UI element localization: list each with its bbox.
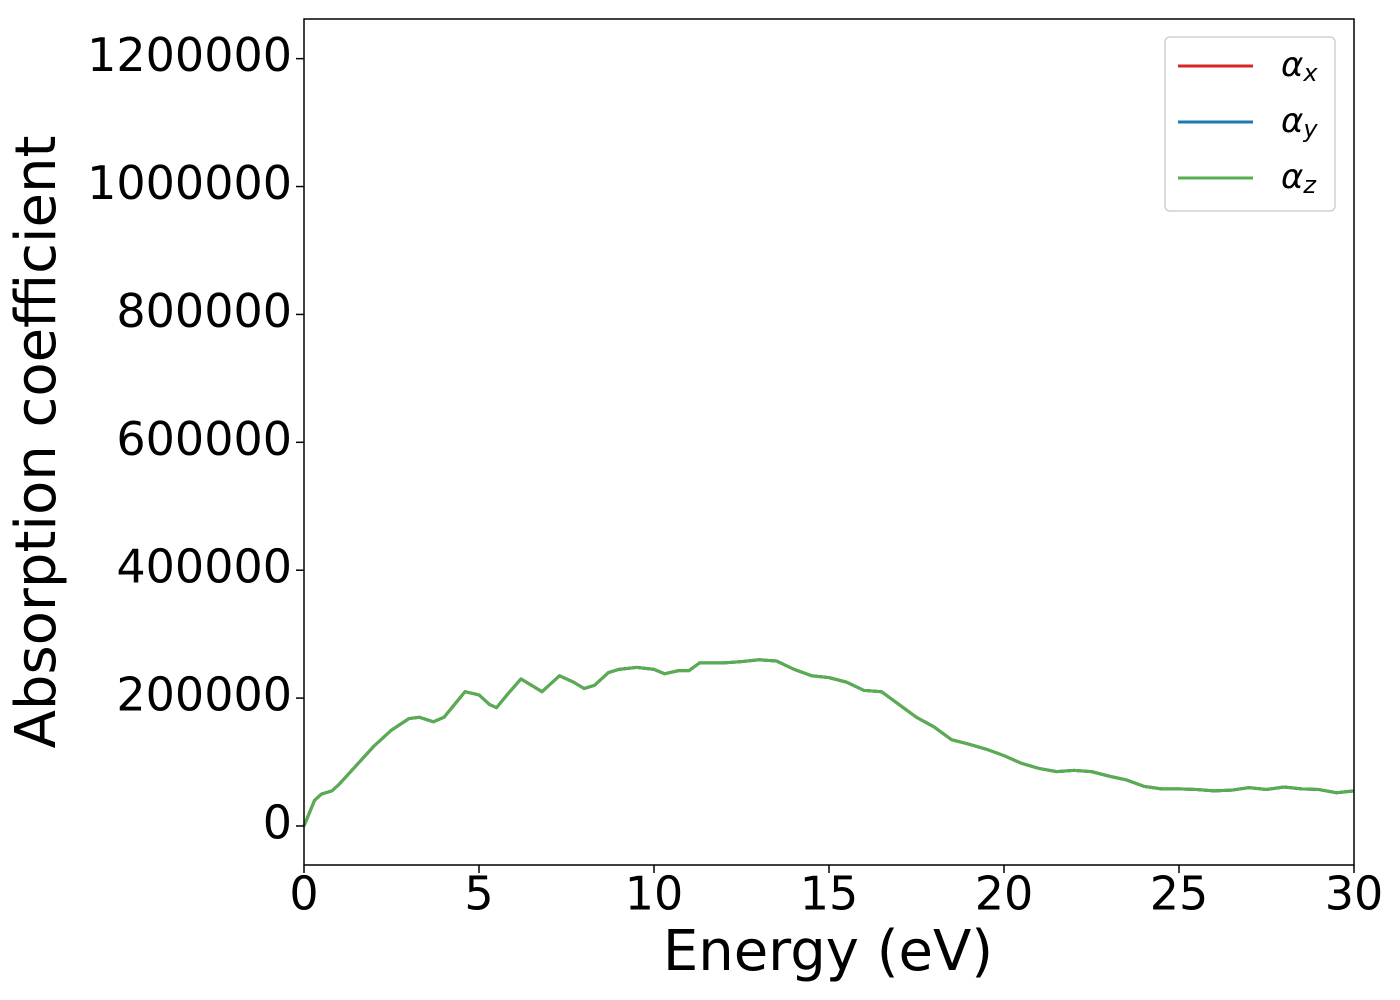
data-line [302,658,1355,827]
y-tick-label: 0 [263,795,292,849]
data-line [302,658,1355,827]
x-tick-label: 5 [464,867,493,921]
y-tick-label: 800000 [116,284,292,338]
y-tick-label: 1000000 [87,156,292,210]
y-tick-label: 600000 [116,412,292,466]
x-axis-label: Energy (eV) [663,919,993,984]
x-tick-label: 30 [1325,867,1384,921]
legend-label: αx [1281,45,1318,88]
data-line [302,658,1355,827]
x-tick-label: 25 [1150,867,1209,921]
legend-label: αz [1281,157,1317,200]
plot-frame [303,18,1355,866]
x-tick-label: 10 [625,867,684,921]
y-tick-label: 200000 [116,668,292,722]
legend-label: αy [1281,101,1318,144]
y-tick-label: 400000 [116,540,292,594]
legend: αx αy αz [1164,36,1336,212]
y-tick-label: 1200000 [87,28,292,82]
x-tick-label: 0 [289,867,318,921]
y-axis-label: Absorption coefficient [4,136,69,749]
legend-box [1164,36,1336,212]
x-tick-label: 20 [975,867,1034,921]
x-tick-label: 15 [800,867,859,921]
